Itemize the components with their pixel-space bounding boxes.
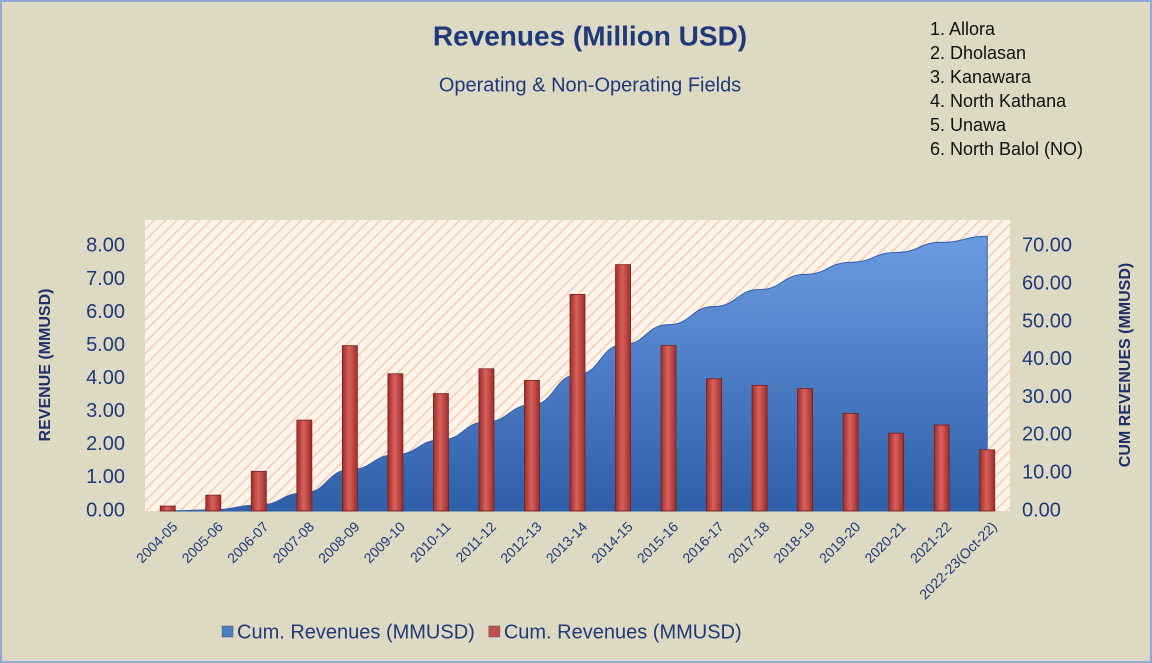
annotation: 6. North Balol (NO) (930, 139, 1083, 159)
bar (205, 494, 222, 512)
chart-subtitle: Operating & Non-Operating Fields (439, 74, 741, 96)
bar (979, 449, 996, 512)
y2-tick-label: 60.00 (1022, 273, 1072, 295)
y2-axis-label: CUM REVENUES (MMUSD) (1117, 263, 1134, 467)
bar (706, 378, 722, 512)
bar (888, 432, 905, 512)
legend-label: Cum. Revenues (MMUSD) (237, 621, 475, 643)
y-tick-label: 8.00 (86, 235, 125, 257)
bar (660, 345, 677, 512)
legend-swatch (221, 625, 234, 638)
y-tick-label: 3.00 (86, 400, 125, 422)
y-tick-label: 7.00 (86, 268, 125, 290)
legend-label: Cum. Revenues (MMUSD) (504, 621, 742, 643)
annotation: 3. Kanawara (930, 67, 1032, 87)
y-tick-label: 2.00 (86, 433, 125, 455)
y-tick-label: 6.00 (86, 301, 125, 323)
annotation: 5. Unawa (930, 115, 1007, 135)
y2-tick-label: 20.00 (1022, 424, 1072, 446)
bar (478, 368, 495, 512)
y2-tick-label: 10.00 (1022, 461, 1072, 483)
bar (433, 393, 449, 512)
bar (250, 470, 267, 512)
y-tick-label: 0.00 (86, 499, 125, 521)
bar (341, 345, 358, 512)
bar (569, 294, 586, 512)
y-axis-label: REVENUE (MMUSD) (37, 289, 54, 442)
y2-tick-label: 50.00 (1022, 310, 1072, 332)
y-tick-label: 1.00 (86, 466, 125, 488)
y2-tick-label: 70.00 (1022, 235, 1072, 257)
bar (387, 373, 404, 512)
bar (615, 264, 631, 512)
bar (159, 505, 176, 512)
annotation: 1. Allora (930, 19, 996, 39)
bar (751, 384, 768, 512)
chart-title: Revenues (Million USD) (433, 20, 747, 51)
legend-swatch (488, 625, 501, 638)
y2-tick-label: 40.00 (1022, 348, 1072, 370)
bar (933, 424, 950, 512)
bar (842, 413, 859, 512)
annotation: 4. North Kathana (930, 91, 1067, 111)
y-tick-label: 5.00 (86, 334, 125, 356)
bar (524, 379, 540, 512)
y2-tick-label: 30.00 (1022, 386, 1072, 408)
bar (797, 388, 814, 512)
bar (296, 419, 313, 512)
y2-tick-label: 0.00 (1022, 499, 1061, 521)
annotation: 2. Dholasan (930, 43, 1026, 63)
y-tick-label: 4.00 (86, 367, 125, 389)
